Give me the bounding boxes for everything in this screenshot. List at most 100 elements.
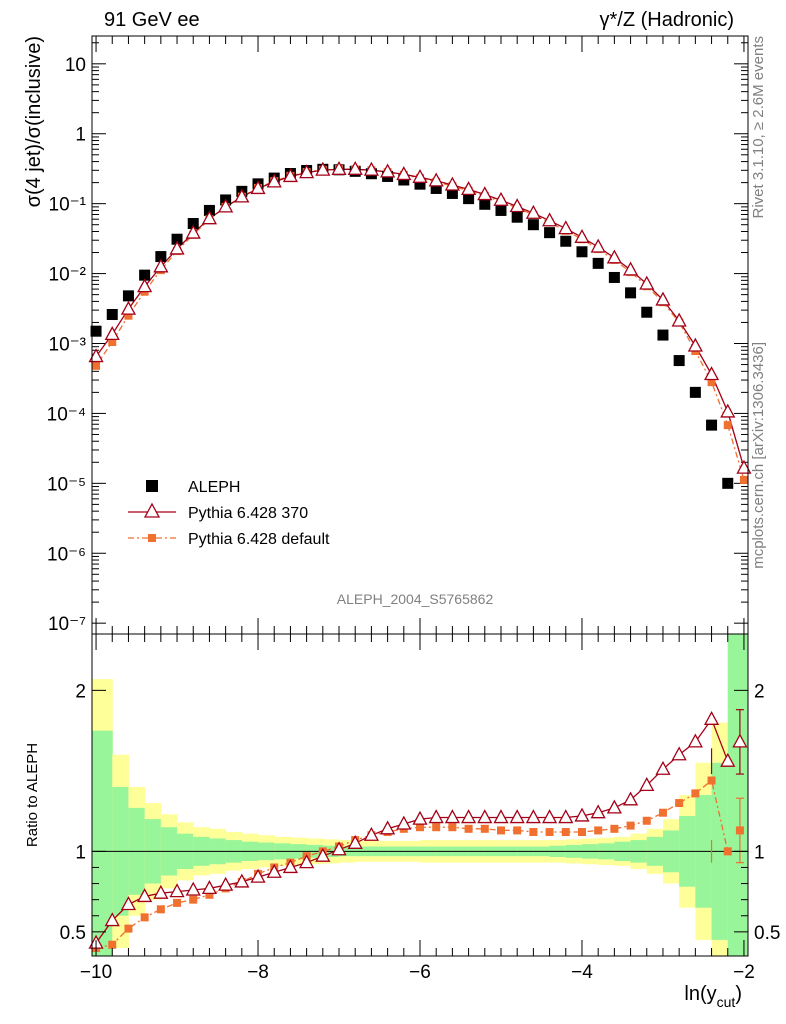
- ratio-pythia-default-point: [723, 847, 732, 856]
- x-axis-label-end: ): [735, 983, 742, 1005]
- pythia-370-point: [444, 176, 460, 191]
- ratio-pythia-370-point: [201, 880, 218, 895]
- pythia-370-point: [120, 300, 137, 315]
- main-y-tick-label: 10⁻⁴: [47, 404, 86, 425]
- x-axis-label-main: ln(y: [684, 983, 716, 1005]
- main-y-tick-label: 10: [65, 55, 86, 76]
- ratio-pythia-370-point: [396, 815, 412, 830]
- ratio-pythia-default-point: [140, 913, 149, 922]
- ratio-pythia-370-point: [732, 733, 748, 748]
- pythia-370-point: [380, 163, 396, 178]
- ratio-pythia-default-point: [432, 823, 441, 832]
- pythia-370-point: [525, 204, 541, 219]
- ratio-pythia-default-point: [594, 826, 603, 835]
- pythia-default-point: [92, 361, 101, 370]
- ratio-pythia-370-point: [590, 804, 606, 819]
- pythia-370-point: [218, 198, 234, 213]
- ratio-pythia-default-point: [448, 823, 457, 832]
- ratio-pythia-default-point: [707, 776, 716, 785]
- pythia-370-point: [396, 166, 412, 181]
- ratio-pythia-default-point: [173, 898, 182, 907]
- ratio-pythia-370-point: [509, 809, 525, 824]
- aleph-point: [527, 219, 539, 231]
- ratio-pythia-370-point: [477, 809, 493, 824]
- ratio-pythia-default-point: [496, 826, 505, 835]
- pythia-default-point: [723, 421, 732, 430]
- legend-marker-pythia-370: [143, 502, 161, 518]
- ratio-pythia-370-point: [380, 820, 396, 835]
- ratio-pythia-370-point: [169, 883, 185, 898]
- main-y-axis-label: σ(4 jet)/σ(inclusive): [23, 36, 45, 207]
- pythia-370-point: [331, 160, 347, 175]
- pythia-370-point: [428, 172, 444, 187]
- chart-title-right: γ*/Z (Hadronic): [600, 9, 734, 31]
- ratio-plot-frame: [91, 633, 749, 957]
- pythia-370-line: [95, 168, 745, 469]
- pythia-default-line: [95, 168, 745, 481]
- ratio-pythia-370-point: [104, 912, 120, 927]
- ratio-pythia-370-point: [315, 847, 331, 862]
- ratio-pythia-370-point: [347, 834, 363, 849]
- ratio-pythia-default-point: [577, 828, 586, 837]
- aleph-point: [171, 233, 183, 245]
- aleph-point: [592, 257, 604, 269]
- aleph-point: [560, 235, 572, 247]
- ratio-pythia-370-point: [299, 854, 315, 869]
- ratio-pythia-default-point: [658, 808, 667, 817]
- legend-marker-aleph: [146, 480, 158, 492]
- ratio-pythia-370-point: [250, 868, 266, 883]
- ratio-pythia-370-point: [461, 809, 477, 824]
- x-axis-label-sub: cut: [717, 994, 736, 1010]
- pythia-370-point: [88, 348, 104, 363]
- ratio-pythia-default-point: [156, 905, 165, 914]
- ratio-pythia-370-point: [493, 809, 509, 824]
- ratio-pythia-370-point: [331, 841, 347, 856]
- aleph-point: [106, 308, 118, 320]
- ratio-pythia-default-point: [545, 828, 554, 837]
- ratio-pythia-370-point: [444, 809, 460, 824]
- pythia-370-point: [250, 180, 266, 195]
- ratio-pythia-default-point: [108, 940, 117, 949]
- pythia-370-point: [703, 366, 720, 381]
- ratio-pythia-default-point: [480, 824, 489, 833]
- aleph-point: [479, 198, 491, 210]
- ratio-pythia-default-point: [529, 828, 538, 837]
- aleph-point: [641, 306, 653, 318]
- ratio-pythia-default-point: [124, 924, 133, 933]
- main-y-tick-label: 10⁻⁶: [47, 544, 86, 565]
- pythia-370-point: [622, 261, 639, 276]
- ratio-pythia-370-point: [266, 863, 282, 878]
- ratio-pythia-370-point: [655, 760, 671, 775]
- x-tick-label: −4: [571, 962, 593, 983]
- pythia-370-point: [590, 238, 606, 253]
- aleph-point: [511, 211, 523, 223]
- ratio-uncertainty-bands: [92, 634, 749, 956]
- ratio-pythia-default-point: [691, 789, 700, 798]
- pythia-370-point: [655, 291, 671, 306]
- pythia-370-point: [153, 258, 169, 273]
- aleph-point: [544, 227, 556, 239]
- ratio-y-tick-label-right: 2: [754, 681, 765, 702]
- main-y-tick-label: 10⁻³: [49, 334, 87, 355]
- ratio-pythia-default-point: [561, 828, 570, 837]
- pythia-370-point: [104, 326, 120, 341]
- ratio-pythia-default-point: [464, 824, 473, 833]
- mcplots-label: mcplots.cern.ch [arXiv:1306.3436]: [750, 342, 767, 569]
- main-y-tick-label: 1: [75, 125, 86, 146]
- legend: ALEPH Pythia 6.428 370 Pythia 6.428 defa…: [128, 479, 330, 548]
- aleph-point: [430, 182, 442, 194]
- pythia-370-point: [412, 168, 428, 183]
- x-tick-label: −2: [733, 962, 755, 983]
- ratio-pythia-default-point: [610, 824, 619, 833]
- pythia-370-point: [137, 278, 153, 293]
- ratio-pythia-370-point: [412, 810, 428, 825]
- pythia-370-point: [541, 212, 558, 227]
- pythia-default-point: [739, 475, 748, 484]
- pythia-370-point: [266, 173, 282, 188]
- legend-marker-pythia-default: [148, 534, 156, 542]
- pythia-370-point: [509, 198, 525, 213]
- pythia-default-point: [108, 338, 117, 347]
- aleph-point: [625, 287, 637, 299]
- aleph-point: [495, 204, 507, 216]
